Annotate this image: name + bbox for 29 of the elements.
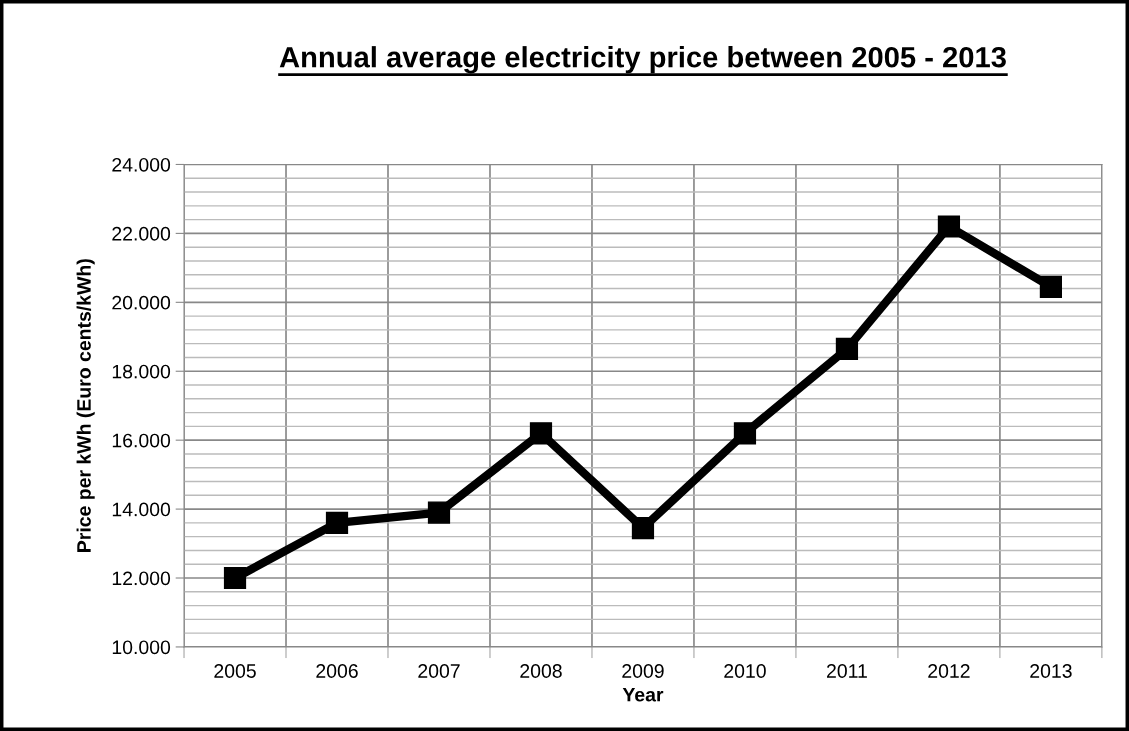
- point: [937, 215, 961, 238]
- point: [733, 422, 757, 445]
- y-axis-title: Price per kWh (Euro cents/kWh): [76, 259, 95, 552]
- chart-title: Annual average electricity price between 2005 - 2013: [279, 46, 1006, 74]
- y-tick-label: 12.000: [112, 571, 171, 586]
- x-tick-label: 2010: [724, 664, 766, 678]
- point: [325, 511, 349, 534]
- point: [427, 501, 451, 524]
- y-tick-label: 18.000: [112, 364, 171, 379]
- x-axis-title: Year: [622, 688, 664, 702]
- x-tick-label: 2013: [1030, 664, 1072, 678]
- point: [835, 337, 859, 360]
- x-tick-label: 2009: [622, 664, 664, 678]
- x-tick-label: 2011: [827, 664, 867, 678]
- x-tick-label: 2005: [214, 664, 256, 678]
- point: [631, 516, 655, 540]
- y-tick-label: 10.000: [112, 640, 171, 655]
- y-tick-label: 22.000: [112, 226, 171, 241]
- y-tick-label: 14.000: [112, 502, 171, 517]
- point: [1039, 275, 1063, 298]
- y-tick-label: 16.000: [112, 433, 171, 448]
- x-tick-label: 2006: [316, 664, 358, 678]
- y-tick-label: 20.000: [112, 295, 171, 310]
- y-tick-label: 24.000: [112, 157, 171, 172]
- x-tick-label: 2007: [418, 664, 460, 678]
- x-tick-label: 2012: [928, 664, 970, 678]
- point: [223, 566, 247, 590]
- x-tick-label: 2008: [520, 664, 562, 678]
- point: [529, 422, 553, 445]
